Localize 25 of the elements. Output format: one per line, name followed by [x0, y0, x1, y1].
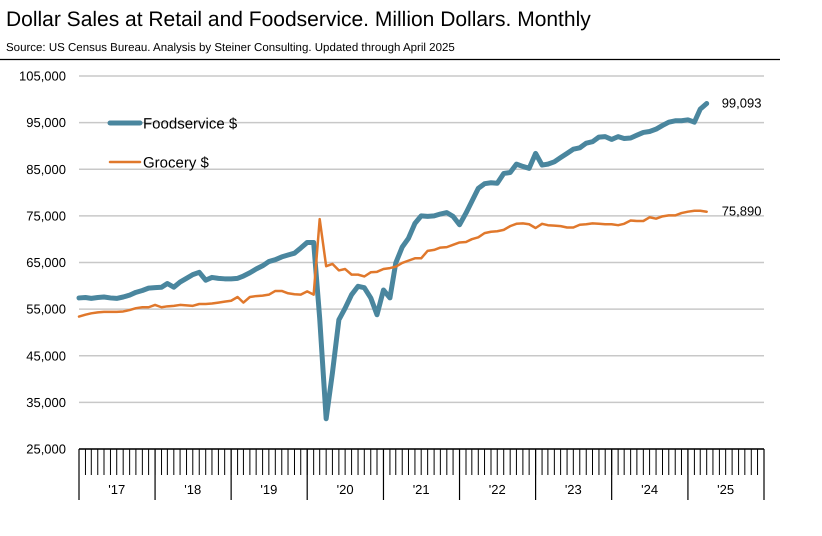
- x-tick-label: '21: [412, 482, 430, 497]
- x-tick-label: '23: [564, 482, 582, 497]
- legend-label: Grocery $: [143, 154, 210, 172]
- chart-title: Dollar Sales at Retail and Foodservice. Million Dollars. Monthly: [6, 8, 592, 31]
- y-tick-label: 55,000: [26, 302, 66, 317]
- y-tick-label: 65,000: [26, 255, 66, 270]
- y-tick-label: 45,000: [26, 348, 66, 364]
- x-tick-label: '24: [641, 482, 658, 497]
- x-tick-label: '18: [184, 482, 202, 497]
- x-tick-label: '20: [336, 482, 354, 497]
- y-tick-label: 75,000: [26, 208, 66, 224]
- y-tick-label: 95,000: [26, 115, 66, 130]
- y-tick-label: 35,000: [26, 394, 66, 410]
- x-tick-label: '22: [488, 482, 506, 497]
- x-tick-label: '17: [108, 482, 126, 497]
- y-tick-label: 85,000: [26, 162, 66, 177]
- y-tick-label: 105,000: [19, 68, 66, 84]
- chart-subtitle: Source: US Census Bureau. Analysis by Steiner Consulting. Updated through April 2025: [6, 42, 455, 54]
- y-tick-label: 25,000: [26, 442, 66, 456]
- data-label: 75,890: [722, 204, 762, 219]
- legend-label: Foodservice $: [143, 116, 238, 132]
- x-tick-label: '19: [260, 482, 278, 497]
- x-tick-label: '25: [717, 482, 734, 497]
- data-label: 99,093: [722, 96, 762, 111]
- line-series: [78, 209, 708, 318]
